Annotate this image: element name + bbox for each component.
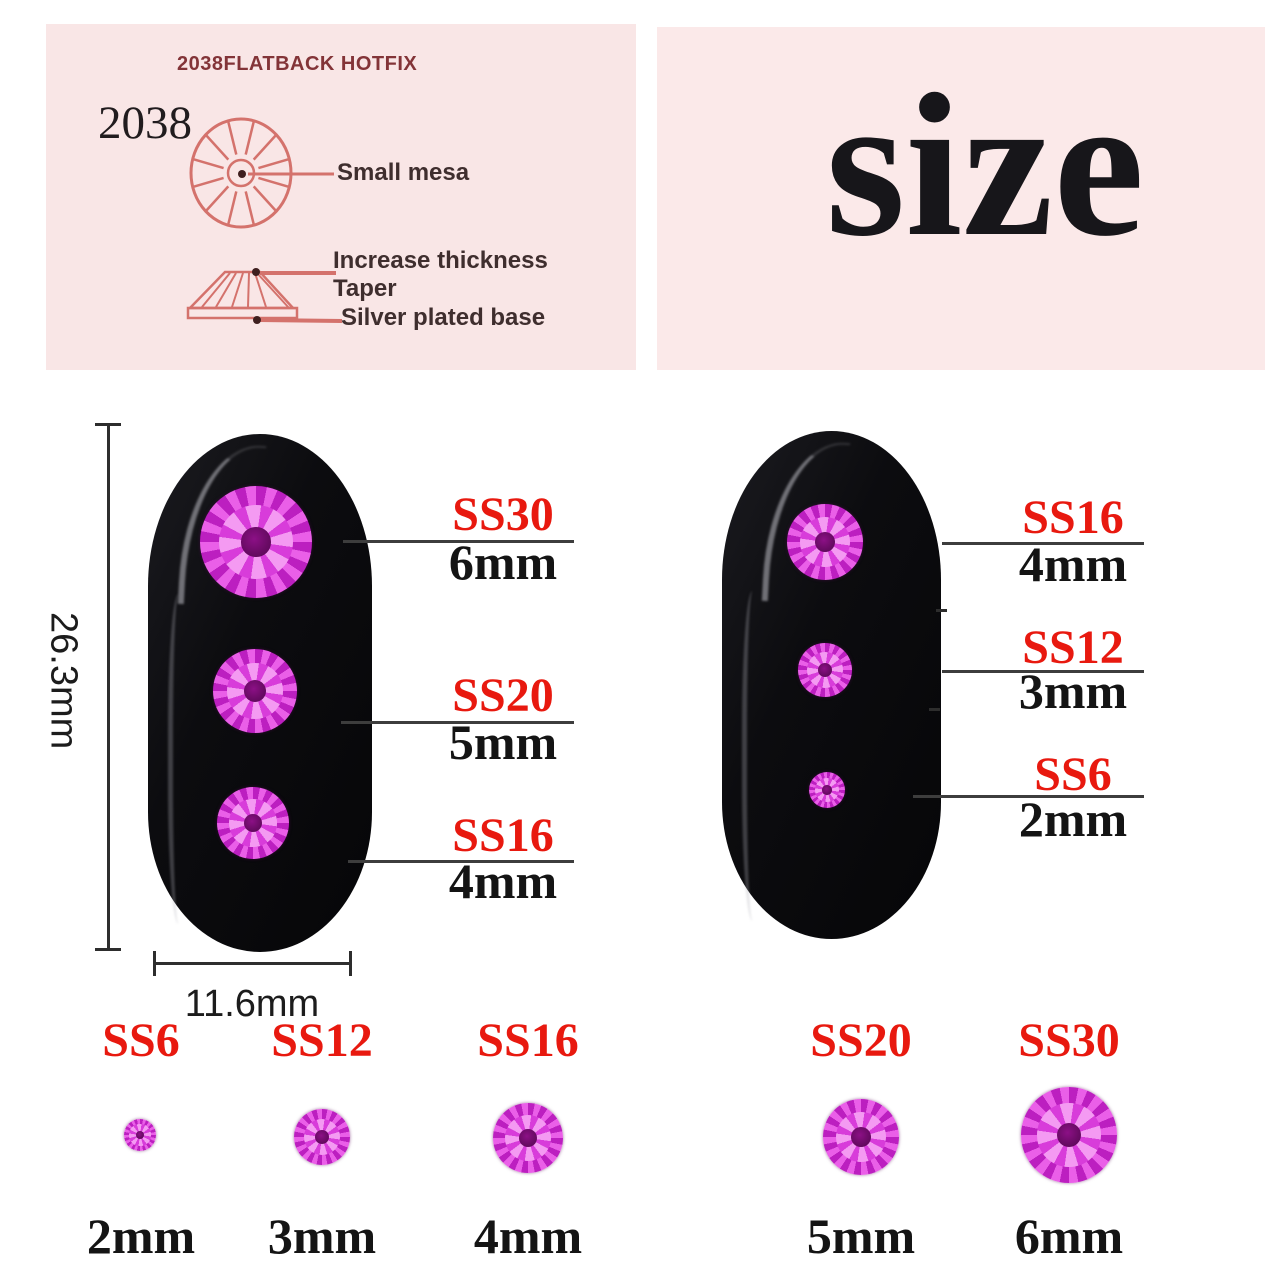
label-left-4mm: 4mm (448, 853, 558, 909)
row-label-ss12: SS12 (271, 1014, 373, 1067)
nail-left-edge-highlight (168, 594, 189, 924)
rhinestone-ss12-right-nail (798, 643, 852, 697)
height-measure-label: 26.3mm (42, 612, 85, 750)
rhinestone-ss6-right-nail (809, 772, 845, 808)
nail-right-edge-notch-upper (936, 609, 947, 612)
row-rhinestone-ss30 (1021, 1087, 1117, 1183)
label-left-ss20: SS20 (452, 669, 554, 722)
row-rhinestone-ss20 (823, 1099, 899, 1175)
label-left-6mm: 6mm (448, 534, 558, 590)
label-right-2mm: 2mm (1018, 791, 1128, 847)
rhinestone-ss16-right-nail (787, 504, 863, 580)
label-right-4mm: 4mm (1018, 536, 1128, 592)
label-left-5mm: 5mm (448, 714, 558, 770)
leader-line-right-ss16 (942, 542, 1144, 545)
rhinestone-structure-diagram (186, 117, 343, 324)
rhinestone-ss20-left-nail (213, 649, 297, 733)
row-label-3mm: 3mm (267, 1208, 377, 1264)
diagram-panel: 2038FLATBACK HOTFIX 2038 (46, 24, 636, 370)
row-rhinestone-ss6 (124, 1119, 156, 1151)
label-left-ss16: SS16 (452, 809, 554, 862)
row-label-ss6: SS6 (102, 1014, 180, 1067)
row-label-ss16: SS16 (477, 1014, 579, 1067)
height-measure-line (107, 425, 110, 951)
size-panel-title: size (825, 52, 1145, 279)
leader-line-left-ss16 (348, 860, 574, 863)
leader-line-right-ss12 (942, 670, 1144, 673)
callout-increase-thickness: Increase thickness (333, 247, 548, 274)
row-label-ss20: SS20 (810, 1014, 912, 1067)
row-label-4mm: 4mm (473, 1208, 583, 1264)
row-label-5mm: 5mm (806, 1208, 916, 1264)
height-measure-top-tick (95, 423, 121, 426)
label-right-3mm: 3mm (1018, 663, 1128, 719)
width-measure-line (155, 962, 352, 965)
nail-right-edge-notch-lower (929, 708, 940, 711)
height-measure-bottom-tick (95, 948, 121, 951)
leader-line-left-ss30 (343, 540, 574, 543)
leader-line-left-ss20 (341, 721, 574, 724)
label-right-ss16: SS16 (1022, 491, 1124, 544)
row-label-6mm: 6mm (1014, 1208, 1124, 1264)
leader-line-right-ss6 (913, 795, 1144, 798)
row-label-ss30: SS30 (1018, 1014, 1120, 1067)
row-rhinestone-ss12 (294, 1109, 350, 1165)
label-right-ss12: SS12 (1022, 621, 1124, 674)
label-right-ss6: SS6 (1034, 748, 1112, 801)
width-measure-label: 11.6mm (184, 983, 320, 1025)
callout-taper: Taper (333, 275, 397, 302)
callout-silver-plated-base: Silver plated base (341, 304, 546, 331)
callout-small-mesa: Small mesa (337, 159, 470, 186)
size-panel: size (657, 27, 1265, 370)
nail-right-edge-highlight (742, 591, 763, 921)
row-label-2mm: 2mm (86, 1208, 196, 1264)
label-left-ss30: SS30 (452, 488, 554, 541)
rhinestone-ss16-left-nail (217, 787, 289, 859)
width-measure-right-tick (349, 951, 352, 976)
diagram-panel-title: 2038FLATBACK HOTFIX (177, 53, 418, 75)
model-number: 2038 (98, 97, 192, 149)
width-measure-left-tick (153, 951, 156, 976)
row-rhinestone-ss16 (493, 1103, 563, 1173)
rhinestone-ss30-left-nail (200, 486, 312, 598)
